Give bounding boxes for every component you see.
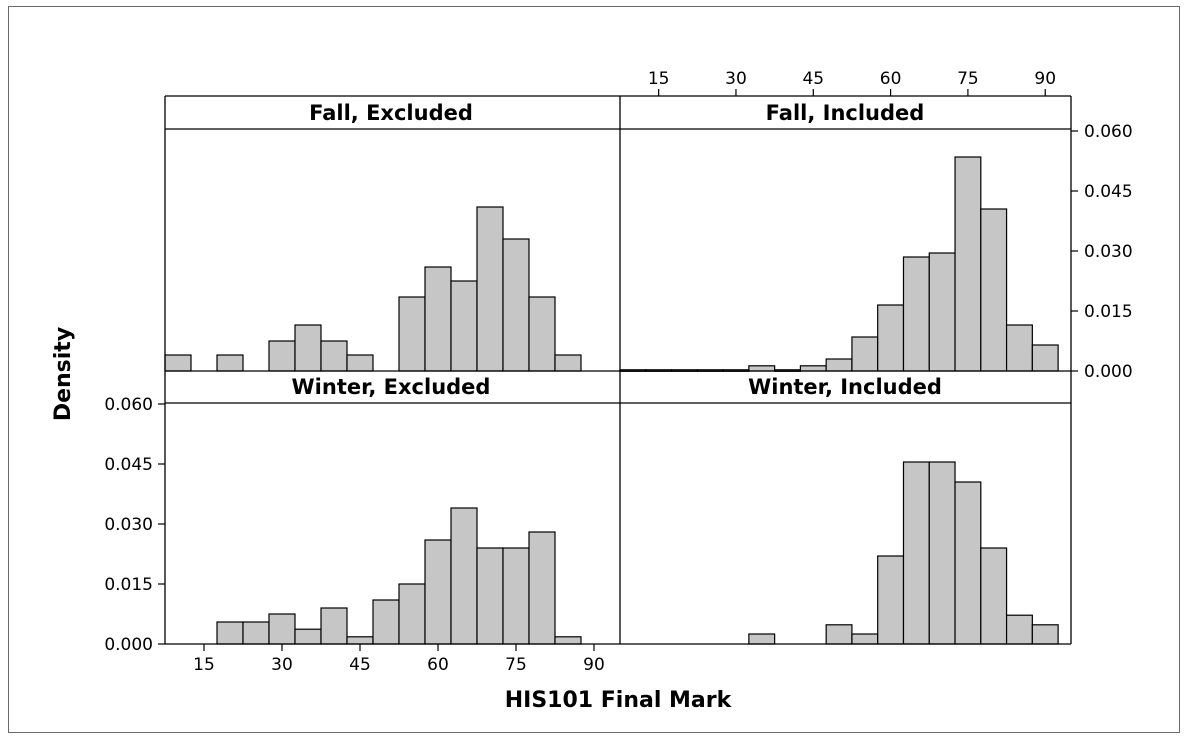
bar-winter-included-60	[877, 555, 905, 645]
y-axis-label: Density	[51, 327, 76, 421]
panel-winter-included	[748, 461, 1059, 645]
panel-title-fall-excluded: Fall, Excluded	[309, 101, 473, 125]
bar-fall-included-65	[902, 256, 930, 372]
y-tick-label-left-0.000: 0.000	[104, 635, 153, 655]
bar-winter-excluded-50	[372, 599, 400, 645]
bar-winter-included-75	[954, 481, 982, 645]
bar-winter-excluded-55	[398, 583, 426, 645]
x-tick-label-bottom-60: 60	[427, 655, 449, 675]
x-tick-label-top-30: 30	[725, 69, 747, 89]
bar-fall-excluded-70	[476, 206, 504, 372]
bar-winter-excluded-70	[476, 547, 504, 645]
bar-fall-excluded-80	[528, 296, 556, 372]
bar-winter-excluded-30	[268, 613, 296, 645]
bar-fall-included-80	[980, 208, 1008, 372]
bar-winter-included-80	[980, 547, 1008, 645]
x-tick-label-bottom-15: 15	[193, 655, 215, 675]
bar-fall-excluded-85	[554, 354, 582, 372]
panel-fall-excluded	[164, 206, 582, 372]
bar-fall-excluded-45	[346, 354, 374, 372]
bar-fall-included-60	[877, 304, 905, 372]
bar-fall-included-70	[928, 252, 956, 372]
bar-fall-included-55	[851, 336, 879, 372]
bar-winter-excluded-40	[320, 607, 348, 645]
y-tick-label-right-0.000: 0.000	[1084, 362, 1133, 382]
y-tick-label-left-0.030: 0.030	[104, 515, 153, 535]
bar-winter-excluded-25	[242, 621, 270, 645]
x-tick-label-top-15: 15	[648, 69, 670, 89]
y-tick-label-right-0.060: 0.060	[1084, 122, 1133, 142]
x-tick-label-top-45: 45	[802, 69, 824, 89]
bar-winter-included-55	[851, 633, 879, 645]
y-tick-label-right-0.015: 0.015	[1084, 302, 1133, 322]
bar-winter-included-35	[748, 633, 776, 645]
y-tick-label-right-0.045: 0.045	[1084, 182, 1133, 202]
bar-fall-excluded-60	[424, 266, 452, 372]
x-tick-label-bottom-90: 90	[583, 655, 605, 675]
x-axis-label: HIS101 Final Mark	[505, 688, 733, 713]
y-tick-label-right-0.030: 0.030	[1084, 242, 1133, 262]
bar-winter-included-90	[1031, 624, 1059, 645]
bar-fall-excluded-75	[502, 238, 530, 372]
bar-fall-excluded-10	[164, 354, 192, 372]
panel-title-fall-included: Fall, Included	[766, 101, 925, 125]
x-tick-label-top-60: 60	[880, 69, 902, 89]
x-tick-label-bottom-75: 75	[505, 655, 527, 675]
panel-title-winter-excluded: Winter, Excluded	[292, 375, 491, 399]
panel-winter-excluded	[216, 507, 582, 645]
bar-winter-excluded-35	[294, 628, 322, 645]
panel-title-winter-included: Winter, Included	[748, 375, 942, 399]
bar-winter-excluded-85	[554, 636, 582, 645]
bar-winter-excluded-65	[450, 507, 478, 645]
bar-fall-included-50	[825, 358, 853, 372]
bar-fall-excluded-55	[398, 296, 426, 372]
y-tick-label-left-0.015: 0.015	[104, 575, 153, 595]
bar-winter-excluded-45	[346, 636, 374, 645]
bar-winter-included-65	[902, 461, 930, 645]
bar-fall-included-75	[954, 156, 982, 372]
x-tick-label-bottom-45: 45	[349, 655, 371, 675]
bar-winter-excluded-20	[216, 621, 244, 645]
x-tick-label-top-75: 75	[957, 69, 979, 89]
bar-fall-included-45	[799, 365, 827, 372]
bar-winter-excluded-60	[424, 539, 452, 645]
bar-winter-excluded-80	[528, 531, 556, 645]
bar-fall-excluded-20	[216, 354, 244, 372]
bar-winter-included-50	[825, 624, 853, 645]
bar-fall-excluded-65	[450, 280, 478, 372]
bar-fall-included-85	[1005, 324, 1033, 372]
bar-fall-included-90	[1031, 344, 1059, 372]
bar-fall-included-35	[748, 365, 776, 372]
x-tick-label-bottom-30: 30	[271, 655, 293, 675]
y-tick-label-left-0.045: 0.045	[104, 455, 153, 475]
bar-fall-excluded-30	[268, 340, 296, 372]
bar-winter-excluded-75	[502, 547, 530, 645]
bar-winter-included-70	[928, 461, 956, 645]
bar-fall-excluded-40	[320, 340, 348, 372]
bar-winter-included-85	[1005, 614, 1033, 645]
bar-fall-excluded-35	[294, 324, 322, 372]
y-tick-label-left-0.060: 0.060	[104, 395, 153, 415]
panel-fall-included	[619, 156, 1059, 372]
x-tick-label-top-90: 90	[1034, 69, 1056, 89]
